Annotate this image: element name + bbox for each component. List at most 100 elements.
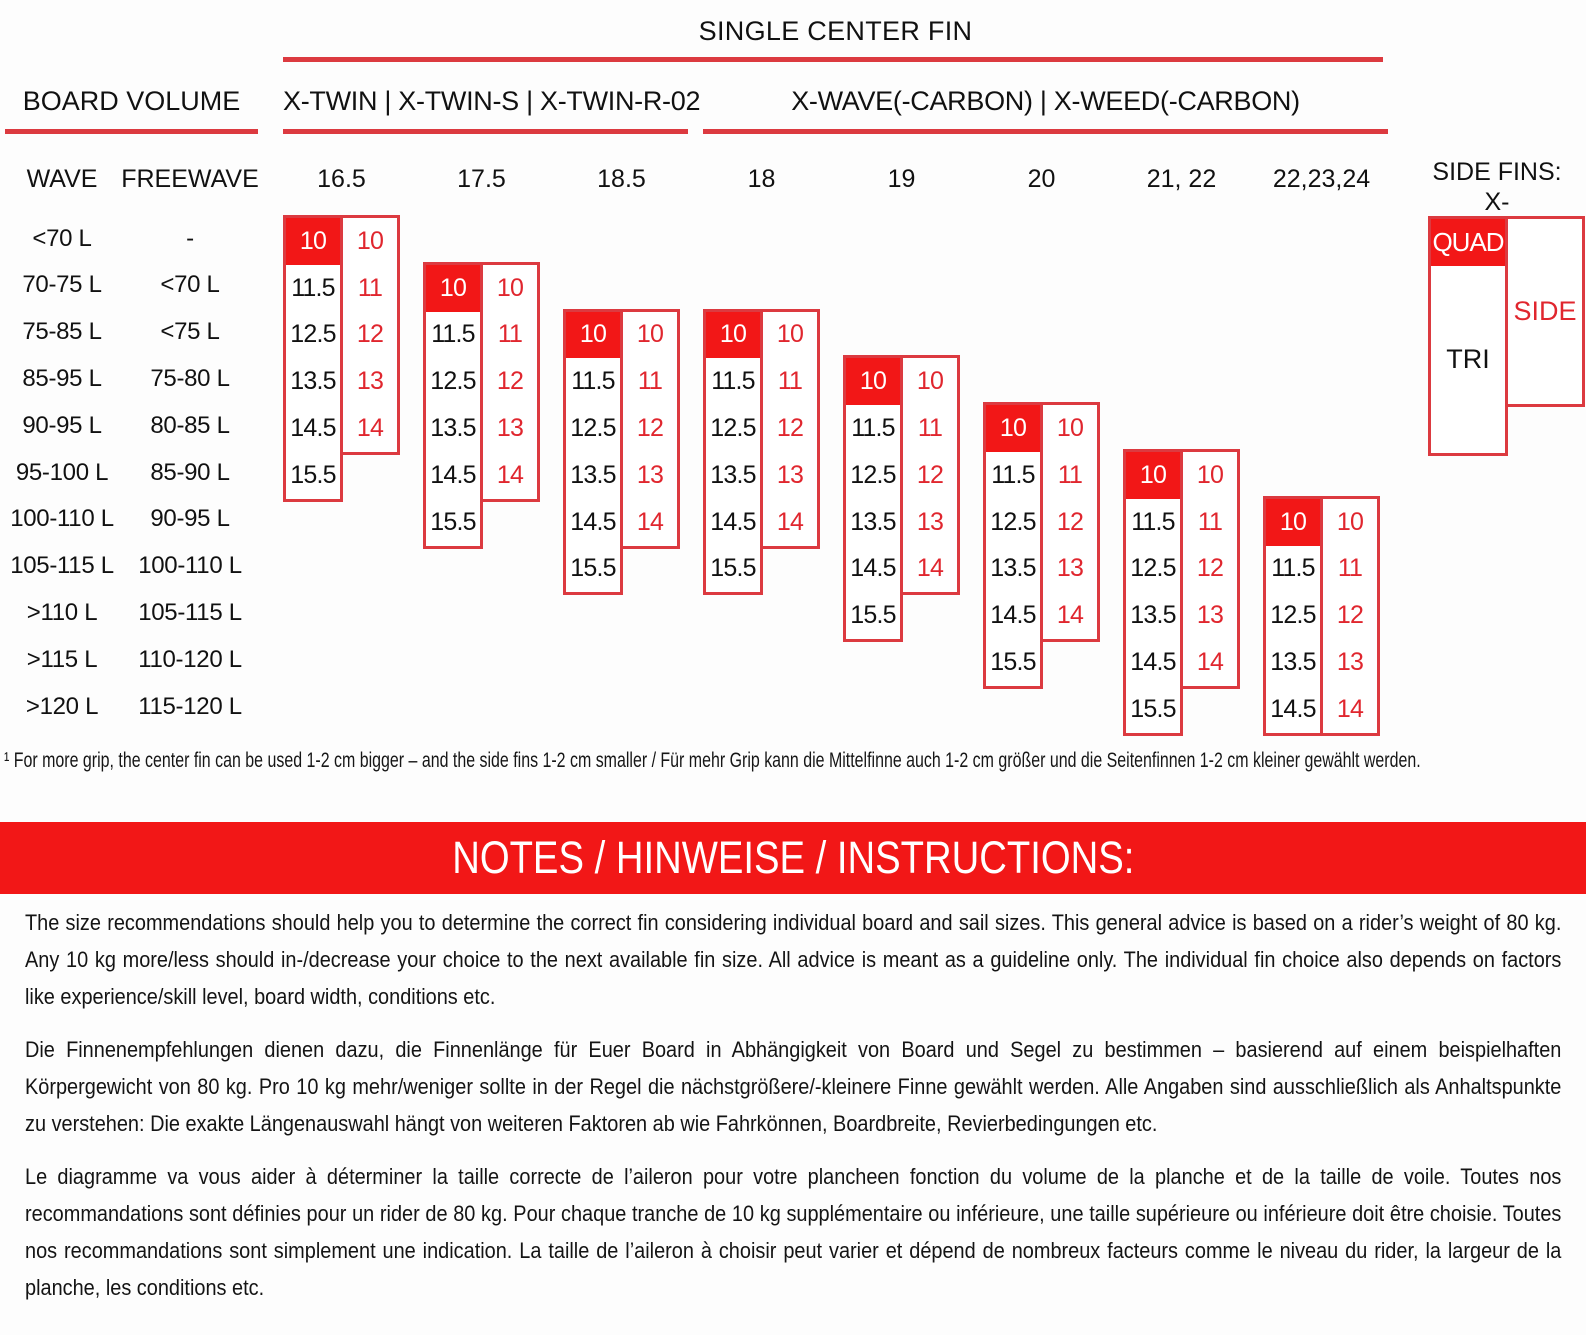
center-fin-column: 10 11.5 12.5 13.5 14.5 (1263, 495, 1323, 736)
notes-banner: NOTES / HINWEISE / INSTRUCTIONS: (0, 822, 1586, 894)
notes-paragraph-german: Die Finnenempfehlungen dienen dazu, die … (25, 1037, 1562, 1136)
side-fin-size-cell: 13 (916, 507, 944, 536)
side-fin-size-cell: 12 (496, 367, 524, 396)
wave-volume-label: 105-115 L (10, 552, 114, 580)
center-fin-size-cell: 11.5 (1131, 507, 1175, 536)
freewave-volume-label: 100-110 L (138, 552, 242, 580)
side-fins-prefix: X- (1484, 188, 1510, 216)
legend-tri-cell: TRI (1446, 344, 1490, 374)
side-fin-size-cell: 13 (636, 460, 664, 489)
freewave-volume-label: 90-95 L (150, 505, 230, 533)
side-fin-size-cell: 13 (776, 460, 804, 489)
center-fin-size-cell: 12.5 (1270, 601, 1316, 630)
x-wave-weed-group-underline (703, 129, 1388, 134)
side-fin-size-cell: 12 (1196, 554, 1224, 583)
center-fin-column: 10 11.5 12.5 13.5 14.5 15.5 (843, 355, 903, 643)
quad-fin-size-cell: 10 (426, 264, 480, 312)
center-fin-size-cell: 14.5 (850, 554, 896, 583)
quad-fin-size-cell: 10 (286, 218, 340, 265)
notes-banner-text: NOTES / HINWEISE / INSTRUCTIONS: (451, 832, 1135, 883)
center-fin-size-cell: 15.5 (850, 601, 896, 630)
freewave-volume-label: 85-90 L (150, 458, 230, 486)
sail-size-header: 22,23,24 (1272, 165, 1371, 193)
single-center-fin-title: SINGLE CENTER FIN (698, 16, 973, 46)
wave-volume-label: 70-75 L (22, 271, 102, 299)
center-fin-size-cell: 14.5 (1270, 694, 1316, 723)
side-fin-size-cell: 11 (497, 320, 523, 349)
center-fin-size-cell: 11.5 (711, 367, 755, 396)
center-fin-size-cell: 15.5 (1130, 694, 1176, 723)
side-fin-size-cell: 10 (776, 320, 804, 349)
quad-fin-size-cell: 10 (566, 311, 620, 359)
center-fin-size-cell: 12.5 (570, 414, 616, 443)
center-fin-size-cell: 12.5 (850, 460, 896, 489)
legend-quad-cell: QUAD (1431, 219, 1505, 266)
notes-paragraph-french: Le diagramme va vous aider à déterminer … (25, 1164, 1562, 1300)
side-fin-size-cell: 11 (357, 273, 383, 302)
side-fin-size-cell: 11 (1057, 460, 1083, 489)
side-fin-size-cell: 13 (496, 414, 524, 443)
center-fin-size-cell: 11.5 (571, 367, 615, 396)
side-fin-size-cell: 10 (916, 367, 944, 396)
side-fin-size-cell: 12 (916, 460, 944, 489)
side-fin-size-cell: 13 (1196, 601, 1224, 630)
sail-size-header: 21, 22 (1146, 165, 1217, 193)
center-fin-size-cell: 12.5 (990, 507, 1036, 536)
center-fin-size-cell: 12.5 (290, 320, 336, 349)
center-fin-size-cell: 14.5 (290, 414, 336, 443)
sail-size-header: 18 (747, 165, 776, 193)
side-fin-size-cell: 13 (1056, 554, 1084, 583)
side-fin-size-cell: 12 (1056, 507, 1084, 536)
wave-volume-label: 90-95 L (22, 411, 102, 439)
side-fin-size-cell: 10 (1336, 507, 1364, 536)
center-fin-column: 10 11.5 12.5 13.5 14.5 15.5 (423, 261, 483, 549)
side-fin-column: 10 11 12 13 14 (480, 261, 540, 502)
center-fin-size-cell: 11.5 (431, 320, 475, 349)
side-fin-size-cell: 14 (1056, 601, 1084, 630)
wave-volume-label: 95-100 L (15, 458, 109, 486)
side-fin-size-cell: 14 (916, 554, 944, 583)
freewave-volume-label: <75 L (160, 318, 220, 346)
side-fin-size-cell: 14 (1196, 648, 1224, 677)
center-fin-column: 10 11.5 12.5 13.5 14.5 15.5 (283, 215, 343, 502)
legend-side-fin-box: SIDE (1505, 216, 1585, 407)
center-fin-size-cell: 13.5 (570, 460, 616, 489)
side-fin-column: 10 11 12 13 14 (340, 215, 400, 455)
legend-side-label: SIDE (1513, 296, 1577, 326)
center-fin-size-cell: 11.5 (991, 460, 1035, 489)
side-fin-size-cell: 10 (1056, 414, 1084, 443)
center-fin-size-cell: 12.5 (710, 414, 756, 443)
board-volume-heading: BOARD VOLUME (22, 86, 241, 116)
x-wave-weed-group-heading: X-WAVE(-CARBON) | X-WEED(-CARBON) (791, 86, 1300, 116)
center-fin-size-cell: 15.5 (990, 648, 1036, 677)
side-fin-size-cell: 11 (1197, 507, 1223, 536)
x-twin-group-underline (283, 129, 688, 134)
center-fin-column: 10 11.5 12.5 13.5 14.5 15.5 (563, 308, 623, 596)
side-fins-heading: SIDE FINS: X- (1408, 157, 1586, 217)
freewave-volume-label: 80-85 L (150, 411, 230, 439)
wave-volume-label: >115 L (26, 645, 98, 673)
x-twin-group-heading: X-TWIN | X-TWIN-S | X-TWIN-R-02 (283, 86, 701, 116)
wave-volume-label: >110 L (26, 598, 98, 626)
side-fin-size-cell: 14 (1336, 694, 1364, 723)
freewave-volume-label: 75-80 L (150, 364, 230, 392)
sail-size-header: 20 (1027, 165, 1056, 193)
side-fin-size-cell: 10 (636, 320, 664, 349)
quad-fin-size-cell: 10 (986, 405, 1040, 452)
side-fin-size-cell: 12 (356, 320, 384, 349)
side-fins-label: SIDE FINS: (1432, 158, 1562, 186)
center-fin-size-cell: 15.5 (710, 554, 756, 583)
center-fin-size-cell: 15.5 (290, 460, 336, 489)
side-fin-size-cell: 11 (777, 367, 803, 396)
freewave-column-heading: FREEWAVE (121, 165, 259, 193)
side-fin-column: 10 11 12 13 14 (620, 308, 680, 549)
center-fin-size-cell: 13.5 (1130, 601, 1176, 630)
side-fin-column: 10 11 12 13 14 (1180, 449, 1240, 689)
sail-size-header: 17.5 (457, 165, 506, 193)
center-fin-size-cell: 13.5 (290, 367, 336, 396)
top-rule (283, 57, 1383, 62)
freewave-volume-label: 110-120 L (138, 645, 242, 673)
grip-footnote: ¹ For more grip, the center fin can be u… (4, 749, 1421, 772)
sail-size-header: 16.5 (317, 165, 366, 193)
